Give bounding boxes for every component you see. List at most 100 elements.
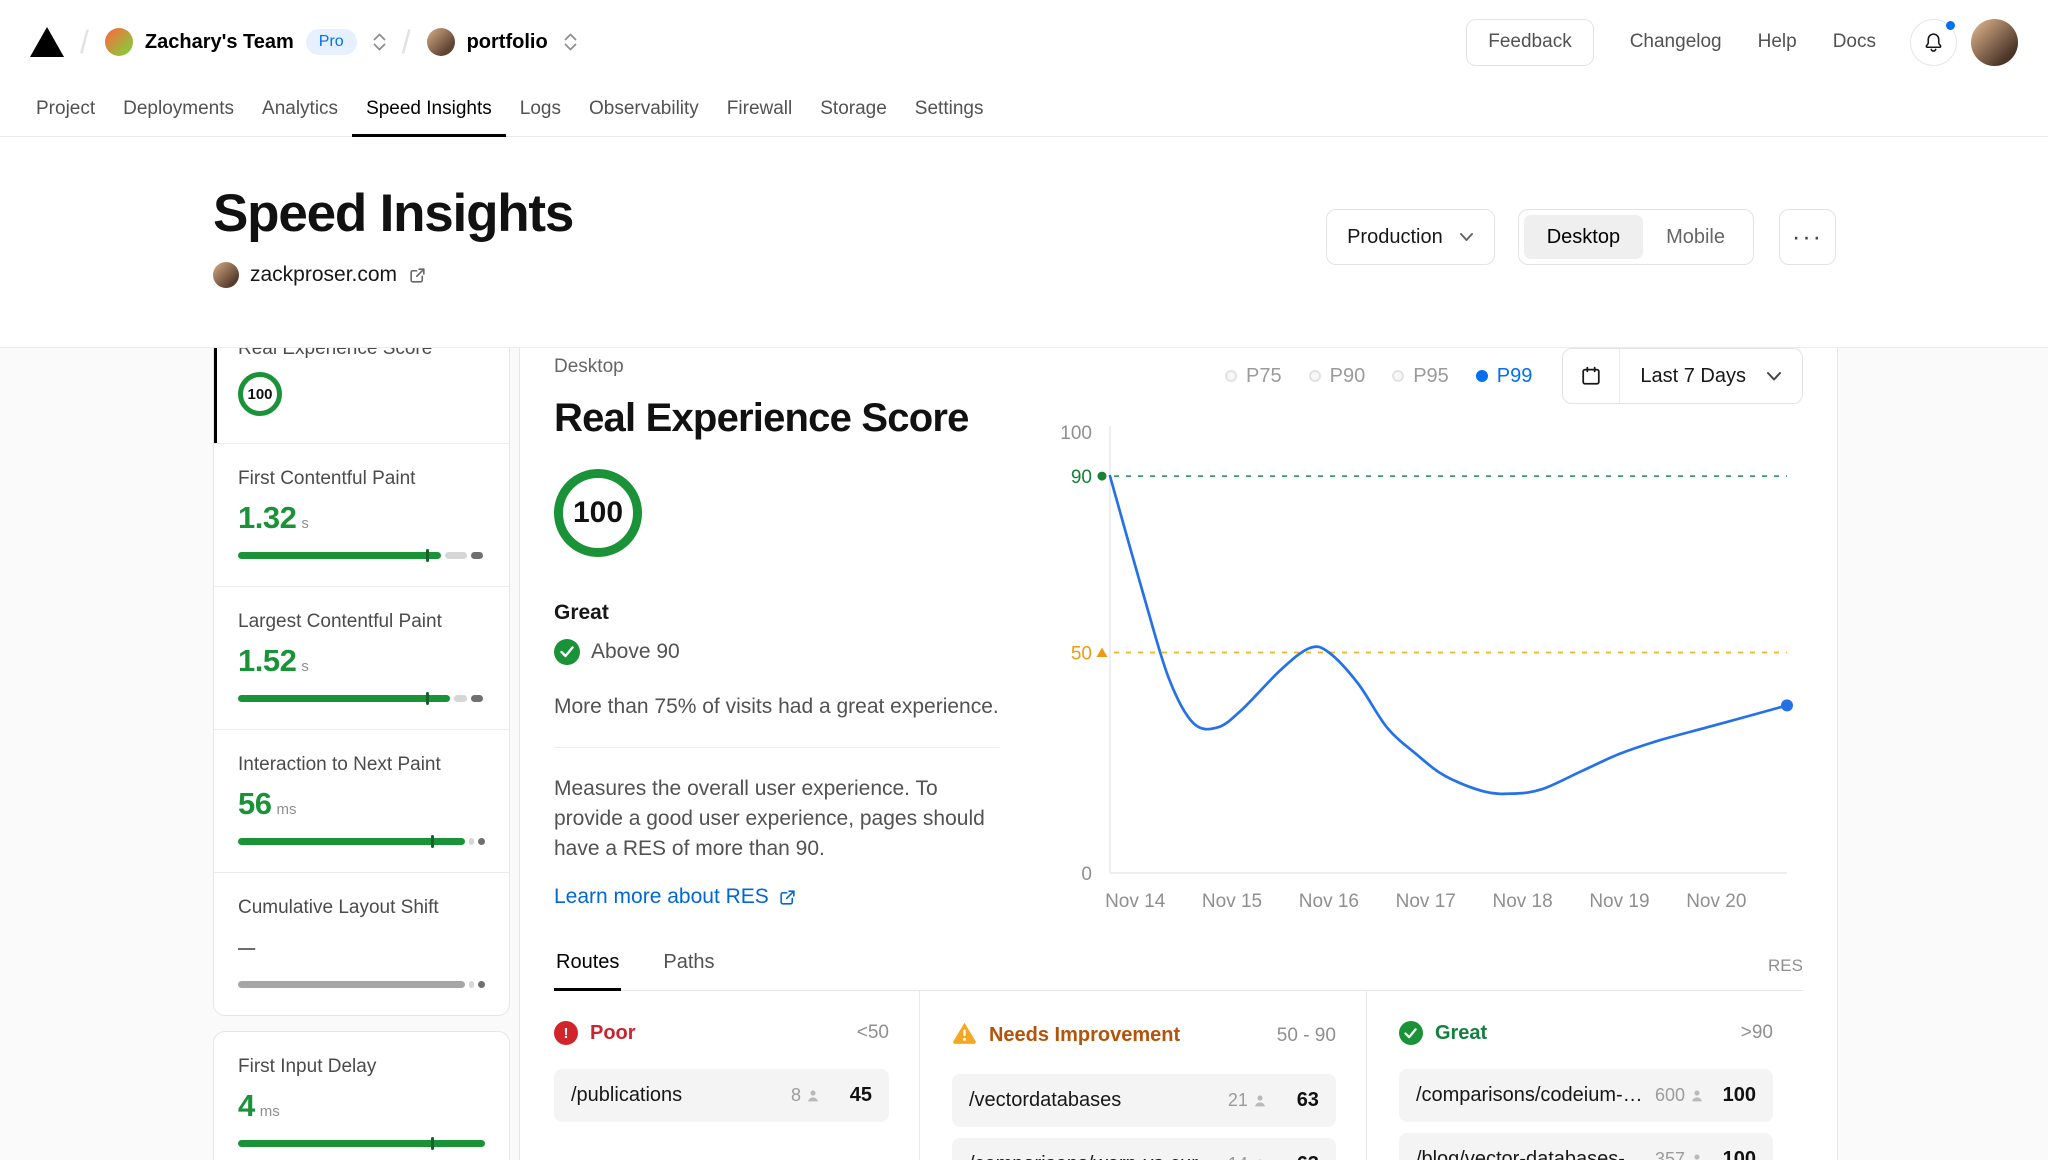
tab-analytics[interactable]: Analytics (248, 84, 352, 137)
device-desktop-button[interactable]: Desktop (1524, 215, 1643, 259)
learn-more-label: Learn more about RES (554, 885, 769, 909)
svg-text:0: 0 (1081, 864, 1092, 885)
feedback-button[interactable]: Feedback (1466, 19, 1593, 66)
score-range: >90 (1741, 1022, 1773, 1044)
route-row[interactable]: /blog/vector-databases-…357100 (1399, 1133, 1773, 1160)
chart-controls: P75 P90 P95 P99 Last 7 Days (1225, 348, 1803, 404)
route-row[interactable]: /comparisons/codeium-…600100 (1399, 1069, 1773, 1122)
check-circle-icon (554, 639, 580, 665)
more-options-button[interactable]: ··· (1779, 209, 1836, 265)
device-mobile-button[interactable]: Mobile (1643, 215, 1748, 259)
tab-paths[interactable]: Paths (661, 941, 716, 991)
metric-label: Largest Contentful Paint (238, 611, 485, 633)
rating-detail-text: Above 90 (591, 640, 680, 664)
bell-icon (1923, 31, 1944, 53)
chevron-down-icon (1459, 232, 1474, 242)
header-links: Changelog Help Docs (1594, 31, 1876, 53)
tab-deployments[interactable]: Deployments (109, 84, 248, 137)
team-switcher-chevrons-icon[interactable] (373, 33, 386, 51)
route-rows: /comparisons/codeium-…600100/blog/vector… (1399, 1069, 1773, 1160)
metric-group-core: Real Experience Score100First Contentful… (213, 313, 510, 1016)
route-row[interactable]: /publications845 (554, 1069, 889, 1122)
svg-text:90: 90 (1071, 467, 1092, 488)
svg-text:Nov 18: Nov 18 (1492, 891, 1552, 912)
device-segmented-control: Desktop Mobile (1518, 209, 1754, 265)
metric-card-largest-contentful-paint[interactable]: Largest Contentful Paint 1.52s (214, 586, 509, 729)
threshold-tick (426, 549, 429, 562)
panel-top: Desktop Real Experience Score 100 Great … (554, 348, 1803, 921)
route-name: /publications (571, 1084, 781, 1107)
tab-project[interactable]: Project (22, 84, 109, 137)
threshold-tick (426, 692, 429, 705)
route-row[interactable]: /vectordatabases2163 (952, 1074, 1336, 1127)
metric-label: Cumulative Layout Shift (238, 897, 485, 919)
notification-dot (1944, 19, 1957, 32)
tab-observability[interactable]: Observability (575, 84, 713, 137)
svg-text:Nov 16: Nov 16 (1299, 891, 1359, 912)
metric-card-cumulative-layout-shift[interactable]: Cumulative Layout Shift – (214, 872, 509, 1015)
res-score-value: 100 (573, 496, 623, 530)
learn-more-link[interactable]: Learn more about RES (554, 885, 1024, 909)
svg-text:50: 50 (1071, 644, 1092, 665)
percentile-p90[interactable]: P90 (1309, 365, 1366, 388)
environment-select[interactable]: Production (1326, 209, 1495, 265)
link-help[interactable]: Help (1758, 31, 1797, 53)
column-needs-improvement: Needs Improvement50 - 90/vectordatabases… (919, 991, 1366, 1160)
route-score: 100 (1714, 1084, 1756, 1107)
percentile-dot-icon (1225, 370, 1237, 382)
res-score-ring: 100 (554, 469, 642, 557)
metric-bar (238, 552, 485, 559)
visitors-icon-wrap (1690, 1153, 1704, 1160)
metric-value-row: – (238, 929, 485, 965)
metric-value-row: 1.32s (238, 500, 485, 536)
score-range: <50 (857, 1022, 889, 1044)
date-range-picker[interactable]: Last 7 Days (1562, 348, 1803, 404)
site-favicon (213, 262, 239, 288)
metric-card-first-input-delay[interactable]: First Input Delay4ms (214, 1032, 509, 1160)
ellipsis-icon: ··· (1792, 223, 1823, 252)
visitors-icon-wrap (806, 1089, 820, 1103)
warning-triangle-icon (952, 1021, 977, 1050)
metric-card-interaction-to-next-paint[interactable]: Interaction to Next Paint56ms (214, 729, 509, 872)
top-bar: / Zachary's Team Pro / portfolio (0, 0, 2048, 84)
user-avatar[interactable] (1971, 19, 2018, 66)
link-changelog[interactable]: Changelog (1630, 31, 1722, 53)
metric-value-row: 1.52s (238, 643, 485, 679)
tab-storage[interactable]: Storage (806, 84, 901, 137)
team-name: Zachary's Team (145, 31, 294, 54)
tab-logs[interactable]: Logs (506, 84, 575, 137)
metric-bar (238, 695, 485, 702)
column-header: !Poor<50 (554, 1021, 889, 1045)
svg-text:Nov 17: Nov 17 (1396, 891, 1456, 912)
tab-routes[interactable]: Routes (554, 941, 621, 991)
tab-firewall[interactable]: Firewall (713, 84, 806, 137)
team-avatar (105, 28, 133, 56)
domain-link[interactable]: zackproser.com (213, 262, 1836, 288)
team-switcher[interactable]: Zachary's Team Pro (105, 28, 386, 56)
percentile-dot-icon (1392, 370, 1404, 382)
route-row[interactable]: /comparisons/warp-vs-cur…1463 (952, 1138, 1336, 1160)
res-panel: Desktop Real Experience Score 100 Great … (519, 313, 1838, 1160)
route-visitors: 600 (1655, 1085, 1704, 1106)
notifications-button[interactable] (1910, 19, 1957, 66)
metric-value-row: 56ms (238, 786, 485, 822)
percentile-p99[interactable]: P99 (1476, 365, 1533, 388)
breadcrumb-slash: / (80, 24, 89, 61)
date-range-value: Last 7 Days (1620, 365, 1766, 388)
visitors-icon (806, 1089, 820, 1103)
link-docs[interactable]: Docs (1833, 31, 1876, 53)
percentile-p75[interactable]: P75 (1225, 365, 1282, 388)
project-nav: ProjectDeploymentsAnalyticsSpeed Insight… (0, 84, 2048, 137)
percentile-p95[interactable]: P95 (1392, 365, 1449, 388)
project-switcher-chevrons-icon[interactable] (564, 33, 577, 51)
metrics-sidebar: Real Experience Score100First Contentful… (213, 313, 510, 1160)
tab-speed-insights[interactable]: Speed Insights (352, 84, 506, 137)
metric-card-first-contentful-paint[interactable]: First Contentful Paint1.32s (214, 443, 509, 586)
route-visitors: 21 (1228, 1090, 1267, 1111)
vercel-logo-icon[interactable] (30, 27, 64, 57)
route-score: 100 (1714, 1148, 1756, 1160)
project-switcher[interactable]: portfolio (427, 28, 577, 56)
percentile-toggles: P75 P90 P95 P99 (1225, 365, 1532, 388)
routes-tab-bar: Routes Paths RES (554, 941, 1803, 991)
tab-settings[interactable]: Settings (901, 84, 998, 137)
